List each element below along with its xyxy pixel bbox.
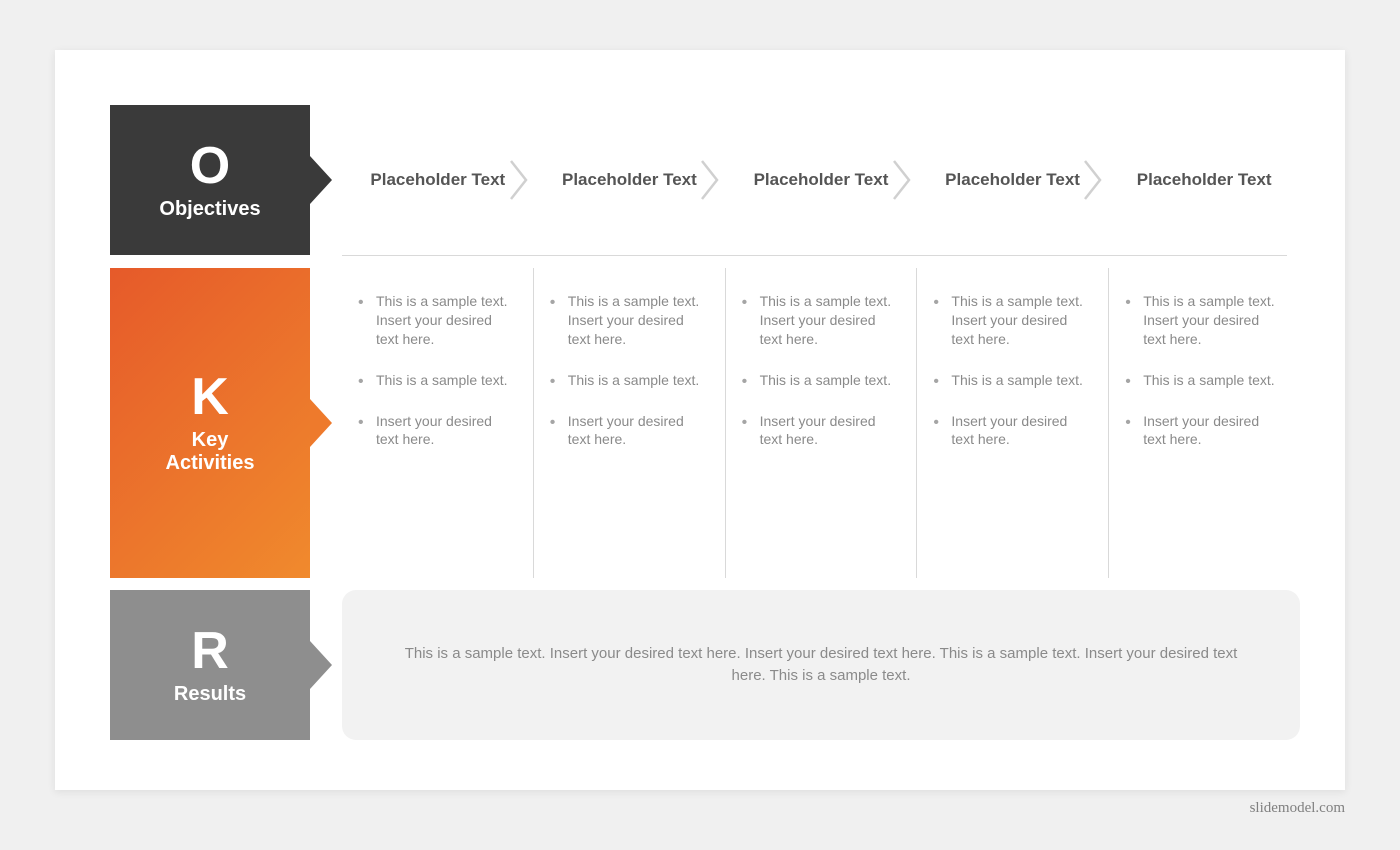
label-objectives: O Objectives (110, 105, 310, 255)
bullet-item: Insert your desired text here. (550, 412, 709, 450)
key-column: This is a sample text. Insert your desir… (533, 268, 725, 578)
row-results: R Results This is a sample text. Insert … (110, 590, 1300, 740)
objective-header: Placeholder Text (1124, 105, 1284, 255)
arrow-notch-icon (310, 399, 332, 447)
bullet-item: This is a sample text. Insert your desir… (550, 292, 709, 349)
arrow-notch-icon (310, 156, 332, 204)
chevron-right-icon (1082, 158, 1104, 202)
bullet-item: This is a sample text. (550, 371, 709, 390)
objective-header: Placeholder Text (741, 105, 901, 255)
bullet-item: This is a sample text. (933, 371, 1092, 390)
key-letter: K (191, 371, 229, 423)
bullet-item: This is a sample text. (742, 371, 901, 390)
objective-header: Placeholder Text (358, 105, 518, 255)
watermark: slidemodel.com (55, 790, 1345, 817)
objective-header: Placeholder Text (933, 105, 1093, 255)
results-title: Results (174, 683, 246, 706)
bullet-item: This is a sample text. Insert your desir… (933, 292, 1092, 349)
bullet-item: This is a sample text. Insert your desir… (358, 292, 517, 349)
bullet-item: This is a sample text. (358, 371, 517, 390)
divider (342, 255, 1287, 256)
key-column: This is a sample text. Insert your desir… (725, 268, 917, 578)
objective-header: Placeholder Text (550, 105, 710, 255)
objectives-content: Placeholder Text Placeholder Text Placeh… (342, 105, 1300, 255)
bullet-item: Insert your desired text here. (742, 412, 901, 450)
okr-slide: O Objectives Placeholder Text Placeholde… (55, 50, 1345, 790)
row-key-activities: K Key Activities This is a sample text. … (110, 268, 1300, 578)
results-letter: R (191, 625, 229, 677)
chevron-right-icon (891, 158, 913, 202)
objectives-title: Objectives (159, 198, 260, 221)
results-content: This is a sample text. Insert your desir… (342, 590, 1300, 740)
results-text-box: This is a sample text. Insert your desir… (342, 590, 1300, 740)
label-key-activities: K Key Activities (110, 268, 310, 578)
key-column: This is a sample text. Insert your desir… (916, 268, 1108, 578)
bullet-item: Insert your desired text here. (933, 412, 1092, 450)
arrow-notch-icon (310, 641, 332, 689)
key-title: Key Activities (166, 429, 255, 475)
bullet-item: This is a sample text. Insert your desir… (742, 292, 901, 349)
key-column: This is a sample text. Insert your desir… (342, 268, 533, 578)
label-results: R Results (110, 590, 310, 740)
results-text: This is a sample text. Insert your desir… (402, 643, 1240, 687)
bullet-item: This is a sample text. Insert your desir… (1125, 292, 1284, 349)
bullet-item: This is a sample text. (1125, 371, 1284, 390)
key-content: This is a sample text. Insert your desir… (342, 268, 1300, 578)
chevron-right-icon (699, 158, 721, 202)
row-objectives: O Objectives Placeholder Text Placeholde… (110, 105, 1300, 255)
objectives-letter: O (190, 140, 230, 192)
bullet-item: Insert your desired text here. (1125, 412, 1284, 450)
key-column: This is a sample text. Insert your desir… (1108, 268, 1300, 578)
objectives-columns: Placeholder Text Placeholder Text Placeh… (342, 105, 1300, 255)
bullet-item: Insert your desired text here. (358, 412, 517, 450)
chevron-right-icon (508, 158, 530, 202)
key-columns: This is a sample text. Insert your desir… (342, 268, 1300, 578)
